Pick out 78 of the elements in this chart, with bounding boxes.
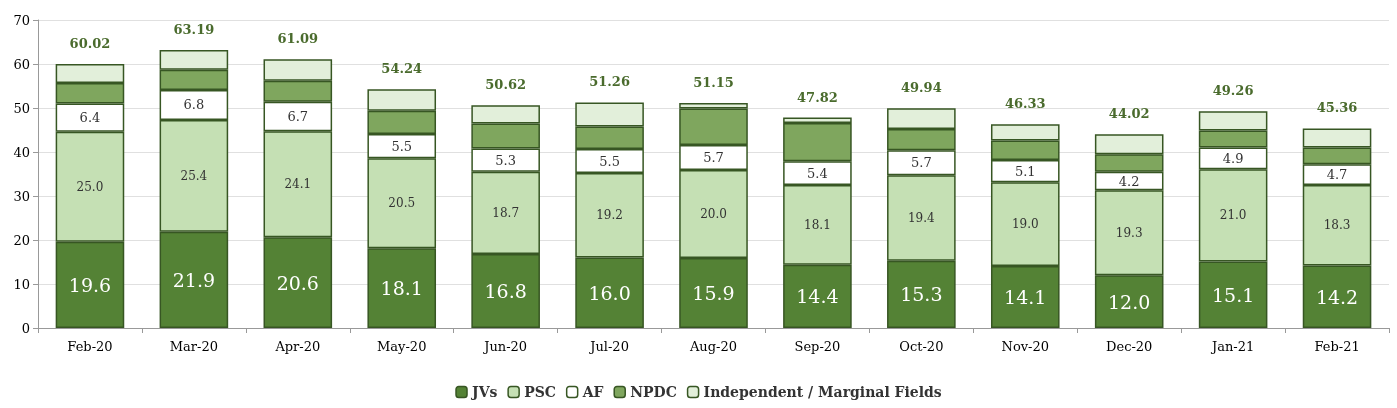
data-label: 16.0 (588, 281, 631, 304)
data-label: 18.1 (380, 277, 423, 300)
x-tick-label: Jul-20 (588, 339, 629, 354)
x-tick-label: Aug-20 (688, 339, 738, 354)
x-tick-label: May-20 (377, 339, 427, 354)
total-label: 51.26 (589, 74, 630, 90)
data-label: 18.3 (1323, 218, 1351, 233)
data-label: 14.4 (796, 285, 839, 308)
data-label: 20.0 (700, 207, 727, 222)
data-label: 19.0 (1011, 217, 1039, 232)
data-label: 4.9 (1222, 150, 1244, 166)
total-label: 49.94 (900, 80, 942, 96)
data-label: 5.7 (703, 150, 724, 165)
data-label: 5.4 (807, 165, 828, 181)
x-tick-label: Feb-20 (67, 339, 113, 354)
x-tick-label: Sep-20 (794, 339, 841, 354)
data-label: 19.4 (907, 211, 936, 225)
data-label: 19.6 (68, 273, 112, 296)
data-label: 21.9 (172, 268, 216, 291)
data-label: 4.2 (1118, 173, 1140, 189)
legend-label: PSC (524, 384, 556, 400)
data-label: 14.1 (1004, 285, 1047, 308)
data-label: 14.2 (1315, 285, 1359, 308)
data-label: 5.3 (495, 152, 516, 168)
data-label: 5.5 (599, 153, 620, 169)
total-label: 61.09 (277, 31, 319, 47)
data-label: 6.7 (287, 109, 309, 125)
x-tick-label: Feb-21 (1314, 339, 1360, 354)
legend-label: Independent / Marginal Fields (703, 384, 942, 400)
x-tick-label: Mar-20 (169, 339, 218, 354)
data-label: 18.7 (492, 205, 520, 220)
total-label: 54.24 (381, 61, 423, 77)
y-tick-label: 10 (13, 276, 30, 292)
data-label: 25.4 (180, 168, 208, 183)
y-tick-label: 20 (13, 232, 30, 248)
data-label: 15.9 (692, 282, 735, 305)
data-label: 6.8 (183, 97, 205, 113)
total-label: 50.62 (485, 77, 527, 93)
data-label: 25.0 (76, 179, 104, 194)
x-tick-label: Oct-20 (899, 339, 944, 354)
data-label: 5.5 (391, 138, 413, 154)
x-tick-label: Jun-20 (482, 339, 528, 354)
x-tick-label: Nov-20 (1001, 339, 1050, 354)
y-tick-label: 0 (21, 320, 30, 336)
legend-label: JVs (470, 384, 498, 400)
total-label: 46.33 (1004, 96, 1046, 112)
data-label: 18.1 (804, 217, 831, 232)
y-tick-label: 70 (13, 12, 30, 28)
total-label: 60.02 (69, 35, 111, 51)
data-label: 20.6 (276, 271, 319, 294)
legend-label: AF (581, 384, 604, 400)
total-label: 44.02 (1108, 106, 1150, 122)
data-label: 6.4 (79, 110, 101, 126)
data-label: 19.3 (1115, 225, 1143, 240)
data-label: 12.0 (1108, 290, 1151, 313)
data-label: 20.5 (388, 196, 416, 211)
data-label: 19.2 (596, 208, 623, 223)
x-tick-label: Apr-20 (274, 339, 321, 354)
data-label: 24.1 (284, 177, 312, 192)
y-tick-label: 50 (13, 100, 30, 116)
x-tick-label: Jan-21 (1209, 339, 1255, 354)
data-label: 16.8 (484, 280, 527, 303)
data-label: 5.1 (1014, 163, 1036, 179)
data-label: 4.7 (1326, 167, 1348, 183)
total-label: 63.19 (173, 21, 215, 37)
y-tick-label: 60 (13, 56, 30, 72)
data-label: 15.3 (900, 283, 943, 306)
x-tick-label: Dec-20 (1106, 339, 1153, 354)
legend-label: NPDC (630, 384, 677, 400)
y-tick-label: 40 (13, 144, 30, 160)
y-tick-label: 30 (13, 188, 30, 204)
total-label: 45.36 (1316, 100, 1358, 116)
data-label: 15.1 (1211, 283, 1255, 306)
total-label: 47.82 (797, 89, 838, 105)
total-label: 49.26 (1212, 83, 1254, 99)
data-label: 21.0 (1219, 208, 1247, 223)
data-label: 5.7 (911, 155, 932, 171)
total-label: 51.15 (693, 74, 734, 90)
